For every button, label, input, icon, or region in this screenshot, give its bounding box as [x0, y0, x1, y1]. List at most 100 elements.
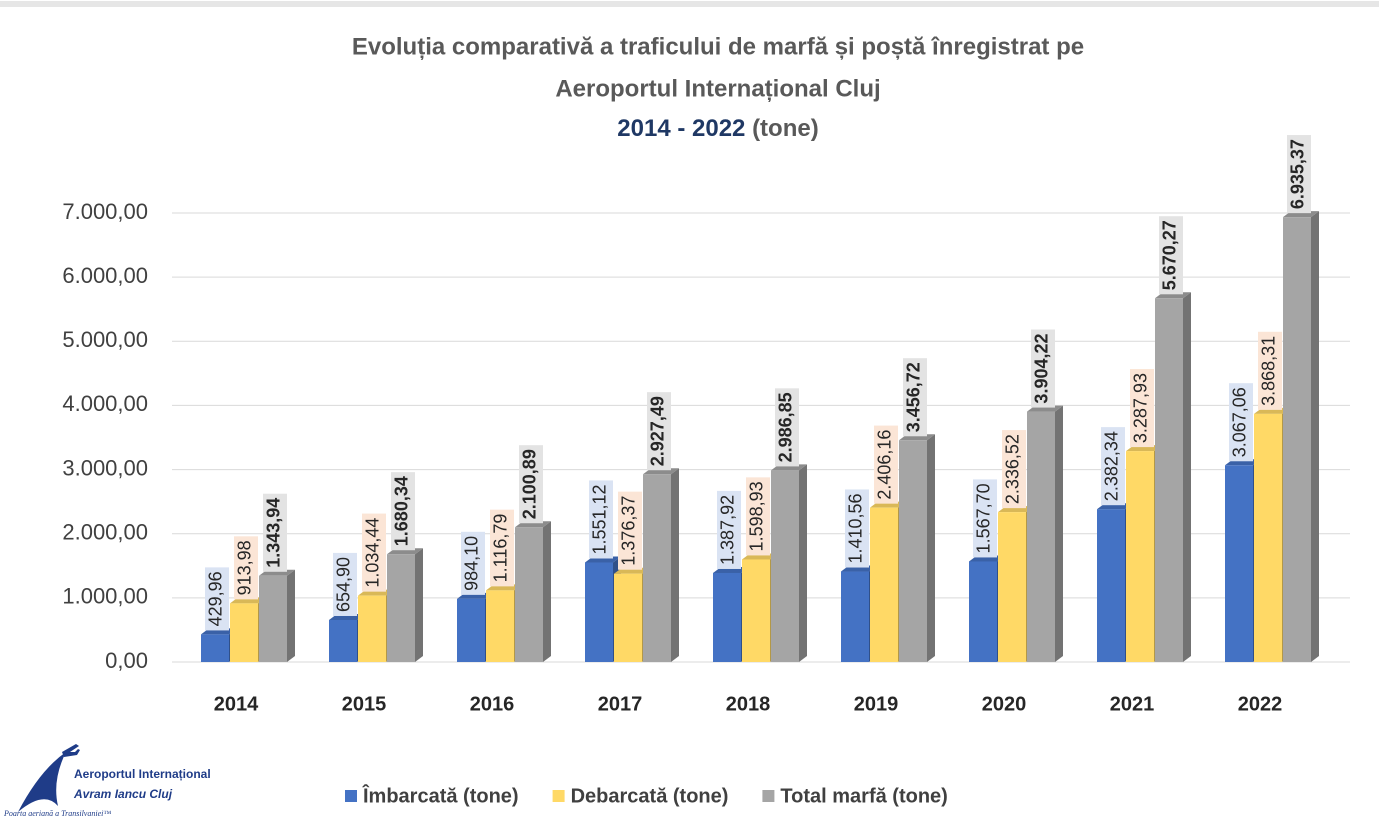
bar-side: [671, 468, 679, 662]
value-label-group: 1.387,92: [717, 490, 741, 569]
bar: [201, 634, 229, 662]
chart-subtitle: 2014 - 2022 (tone): [617, 115, 818, 142]
value-label-group: 1.551,12: [589, 480, 613, 559]
x-tick-label: 2015: [342, 693, 387, 715]
bar: [870, 507, 898, 662]
value-label-bg: [362, 513, 386, 592]
logo-tagline: Poarta aeriană a Transilvaniei™: [3, 809, 111, 818]
bar: [1126, 451, 1154, 662]
subtitle-period: 2014 - 2022: [617, 115, 745, 142]
subtitle-unit: (tone): [752, 115, 819, 142]
value-label-bg: [1002, 430, 1026, 509]
chart-title: Aeroportul Internațional Cluj: [555, 75, 880, 102]
value-label-group: 3.287,93: [1130, 369, 1154, 448]
value-label-group: 1.116,79: [490, 509, 514, 587]
bar: [713, 572, 741, 662]
bar: [1283, 217, 1311, 662]
chart-title: Evoluția comparativă a traficului de mar…: [352, 33, 1084, 60]
legend-swatch: [762, 790, 775, 802]
bar: [1097, 509, 1125, 662]
value-label-bg: [1258, 331, 1282, 410]
bar: [771, 470, 799, 662]
value-label-group: 984,10: [461, 531, 485, 595]
bar-side: [287, 569, 295, 662]
bar: [998, 512, 1026, 662]
value-label: 1.598,93: [747, 481, 767, 551]
x-tick-label: 2019: [854, 693, 899, 715]
value-label-bg: [391, 472, 415, 551]
value-label-group: 913,98: [234, 536, 258, 600]
value-label-group: 1.376,37: [618, 491, 642, 570]
value-label-group: 3.067,06: [1229, 383, 1253, 462]
value-label-bg: [519, 445, 543, 524]
value-label: 1.387,92: [718, 495, 738, 565]
value-label: 913,98: [235, 540, 255, 595]
value-label: 5.670,27: [1160, 220, 1180, 290]
value-label-bg: [589, 480, 613, 559]
value-label-group: 1.034,44: [362, 513, 386, 592]
y-tick-label: 3.000,00: [62, 455, 148, 480]
value-label-bg: [1031, 329, 1055, 408]
value-label-bg: [845, 489, 869, 568]
bar: [742, 559, 770, 662]
value-label: 654,90: [334, 557, 354, 612]
value-label: 3.287,93: [1131, 373, 1151, 443]
value-label-bg: [717, 490, 741, 569]
value-label: 2.406,16: [875, 430, 895, 500]
value-label-bg: [973, 479, 997, 558]
y-tick-label: 7.000,00: [62, 199, 148, 224]
value-label-bg: [263, 493, 287, 572]
logo-text: Aeroportul Internațional: [74, 767, 211, 781]
y-tick-label: 0,00: [105, 648, 148, 673]
value-label-bg: [874, 425, 898, 504]
value-label-bg: [205, 567, 229, 631]
value-label: 1.410,56: [846, 493, 866, 563]
x-tick-label: 2014: [214, 693, 259, 715]
value-label-group: 3.904,22: [1031, 329, 1055, 408]
bar: [1225, 465, 1253, 662]
bar: [643, 474, 671, 662]
bar-side: [415, 548, 423, 662]
legend-label: Debarcată (tone): [571, 785, 729, 807]
value-label-group: 1.343,94: [263, 493, 287, 572]
value-label-bg: [1130, 369, 1154, 448]
value-label: 429,96: [206, 571, 226, 626]
bar: [230, 603, 258, 662]
value-label-bg: [775, 388, 799, 467]
value-label: 1.376,37: [619, 496, 639, 566]
bar-side: [1055, 405, 1063, 662]
bar: [457, 598, 485, 662]
value-label: 2.336,52: [1003, 434, 1023, 504]
value-label-group: 6.935,37: [1287, 135, 1311, 214]
value-label-group: 1.598,93: [746, 477, 770, 556]
bar: [899, 440, 927, 662]
y-tick-label: 5.000,00: [62, 327, 148, 352]
value-label: 1.034,44: [363, 518, 383, 588]
bar: [841, 571, 869, 662]
value-label: 1.680,34: [392, 476, 412, 546]
value-label-bg: [746, 477, 770, 556]
value-label-bg: [1287, 135, 1311, 214]
bar: [1155, 298, 1183, 662]
value-label: 2.382,34: [1102, 431, 1122, 501]
value-label-group: 3.868,31: [1258, 331, 1282, 410]
value-label: 984,10: [462, 536, 482, 591]
bar: [387, 554, 415, 662]
x-tick-label: 2022: [1238, 693, 1283, 715]
value-label-bg: [490, 509, 514, 587]
x-tick-label: 2018: [726, 693, 771, 715]
bar: [1254, 413, 1282, 662]
x-tick-label: 2016: [470, 693, 515, 715]
value-label: 3.456,72: [904, 362, 924, 432]
logo-text: Avram Iancu Cluj: [73, 787, 173, 801]
value-label: 6.935,37: [1288, 139, 1308, 209]
value-label-group: 654,90: [333, 552, 357, 616]
bar: [329, 619, 357, 662]
y-tick-label: 6.000,00: [62, 263, 148, 288]
bar: [486, 590, 514, 662]
x-tick-label: 2017: [598, 693, 643, 715]
legend-label: Total marfă (tone): [780, 785, 947, 807]
value-label-group: 2.100,89: [519, 445, 543, 524]
bar: [358, 595, 386, 662]
value-label-bg: [461, 531, 485, 595]
